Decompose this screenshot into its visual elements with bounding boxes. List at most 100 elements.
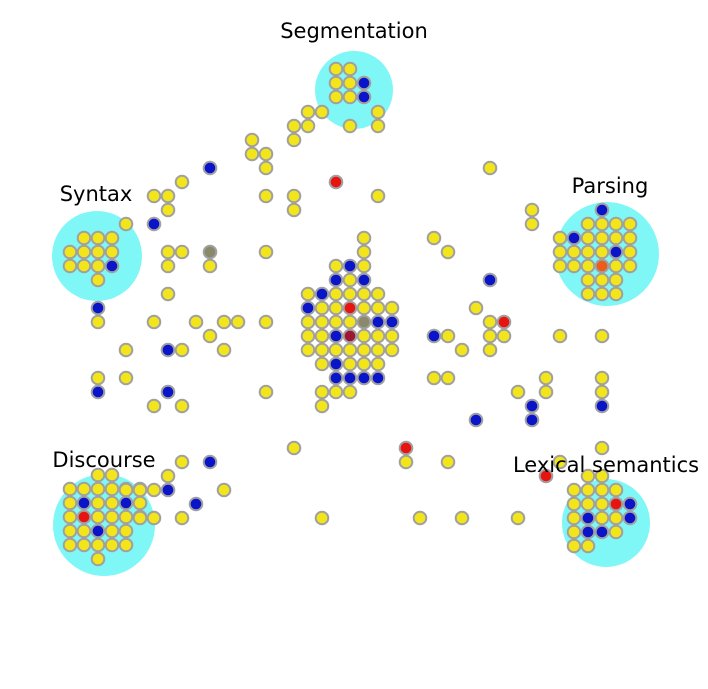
node-dot-252 xyxy=(174,510,190,526)
node-dot-140 xyxy=(384,342,400,358)
node-dot-210 xyxy=(216,342,232,358)
node-dot-119 xyxy=(384,300,400,316)
node-dot-120 xyxy=(300,314,316,330)
node-dot-192 xyxy=(90,314,106,330)
node-dot-35 xyxy=(594,244,610,260)
node-dot-148 xyxy=(356,370,372,386)
node-dot-162 xyxy=(258,160,274,176)
node-dot-222 xyxy=(314,384,330,400)
node-dot-243 xyxy=(538,468,554,484)
node-dot-108 xyxy=(314,286,330,302)
node-dot-86 xyxy=(580,496,596,512)
node-dot-49 xyxy=(608,286,624,302)
node-dot-36 xyxy=(608,244,624,260)
node-dot-151 xyxy=(314,104,330,120)
node-dot-135 xyxy=(314,342,330,358)
node-dot-107 xyxy=(300,286,316,302)
node-dot-177 xyxy=(524,216,540,232)
node-dot-191 xyxy=(468,300,484,316)
node-dot-228 xyxy=(174,398,190,414)
node-dot-136 xyxy=(328,342,344,358)
node-dot-166 xyxy=(482,160,498,176)
node-dot-189 xyxy=(160,286,176,302)
node-dot-232 xyxy=(468,412,484,428)
node-dot-235 xyxy=(398,440,414,456)
node-dot-214 xyxy=(118,370,134,386)
node-dot-94 xyxy=(622,510,638,526)
node-dot-156 xyxy=(300,118,316,134)
node-dot-184 xyxy=(356,244,372,260)
node-dot-187 xyxy=(202,258,218,274)
node-dot-229 xyxy=(314,398,330,414)
label-parsing: Parsing xyxy=(572,174,649,198)
node-dot-220 xyxy=(160,384,176,400)
node-dot-141 xyxy=(314,356,330,372)
node-dot-118 xyxy=(370,300,386,316)
node-dot-105 xyxy=(342,272,358,288)
node-dot-96 xyxy=(580,524,596,540)
node-dot-137 xyxy=(342,342,358,358)
node-dot-236 xyxy=(594,440,610,456)
node-dot-115 xyxy=(328,300,344,316)
node-dot-242 xyxy=(160,468,176,484)
node-dot-5 xyxy=(356,75,372,91)
node-dot-251 xyxy=(146,510,162,526)
node-dot-45 xyxy=(594,272,610,288)
node-dot-208 xyxy=(160,342,176,358)
node-dot-149 xyxy=(370,370,386,386)
node-dot-145 xyxy=(370,356,386,372)
node-dot-182 xyxy=(202,244,218,260)
node-dot-147 xyxy=(342,370,358,386)
node-dot-121 xyxy=(314,314,330,330)
node-dot-34 xyxy=(580,244,596,260)
node-dot-245 xyxy=(132,482,148,498)
node-dot-134 xyxy=(300,342,316,358)
node-dot-110 xyxy=(342,286,358,302)
node-dot-52 xyxy=(62,481,78,497)
node-dot-125 xyxy=(370,314,386,330)
node-dot-43 xyxy=(622,258,638,274)
node-dot-58 xyxy=(62,495,78,511)
node-dot-25 xyxy=(622,216,638,232)
node-dot-130 xyxy=(342,328,358,344)
node-dot-88 xyxy=(608,496,624,512)
node-dot-163 xyxy=(202,160,218,176)
node-dot-201 xyxy=(426,328,442,344)
node-dot-226 xyxy=(594,384,610,400)
node-dot-90 xyxy=(566,510,582,526)
node-dot-37 xyxy=(622,244,638,260)
node-dot-23 xyxy=(594,216,610,232)
node-dot-173 xyxy=(286,202,302,218)
node-dot-47 xyxy=(580,286,596,302)
node-dot-14 xyxy=(90,244,106,260)
node-dot-44 xyxy=(580,272,596,288)
node-dot-8 xyxy=(356,89,372,105)
node-dot-114 xyxy=(314,300,330,316)
node-dot-172 xyxy=(160,202,176,218)
node-dot-223 xyxy=(328,384,344,400)
node-dot-202 xyxy=(440,328,456,344)
node-dot-129 xyxy=(328,328,344,344)
node-dot-55 xyxy=(104,481,120,497)
node-dot-24 xyxy=(608,216,624,232)
node-dot-6 xyxy=(328,89,344,105)
node-dot-123 xyxy=(342,314,358,330)
node-dot-83 xyxy=(594,482,610,498)
node-dot-171 xyxy=(370,188,386,204)
node-dot-204 xyxy=(496,328,512,344)
node-dot-81 xyxy=(566,482,582,498)
node-dot-158 xyxy=(370,104,386,120)
node-dot-133 xyxy=(384,328,400,344)
node-dot-165 xyxy=(328,174,344,190)
node-dot-87 xyxy=(594,496,610,512)
node-dot-154 xyxy=(370,118,386,134)
node-dot-195 xyxy=(216,314,232,330)
node-dot-181 xyxy=(174,244,190,260)
node-dot-18 xyxy=(90,258,106,274)
node-dot-190 xyxy=(90,300,106,316)
node-dot-41 xyxy=(594,258,610,274)
node-dot-17 xyxy=(76,258,92,274)
node-dot-82 xyxy=(580,482,596,498)
node-dot-183 xyxy=(258,244,274,260)
node-dot-146 xyxy=(328,370,344,386)
